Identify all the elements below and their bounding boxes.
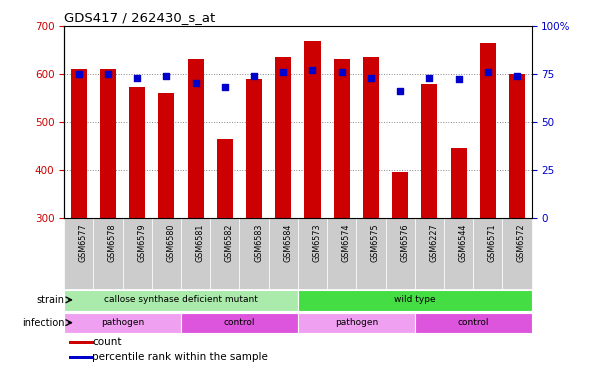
- FancyBboxPatch shape: [93, 218, 123, 289]
- FancyBboxPatch shape: [64, 313, 181, 333]
- Text: control: control: [458, 318, 489, 327]
- Text: GSM6580: GSM6580: [166, 224, 175, 262]
- Bar: [129, 87, 145, 218]
- Point: [512, 73, 522, 79]
- Bar: [363, 57, 379, 218]
- Bar: [304, 41, 321, 218]
- Point: [103, 71, 113, 76]
- Point: [337, 69, 346, 75]
- FancyBboxPatch shape: [269, 218, 298, 289]
- FancyBboxPatch shape: [69, 341, 94, 344]
- FancyBboxPatch shape: [415, 313, 532, 333]
- FancyBboxPatch shape: [444, 218, 473, 289]
- Point: [249, 73, 259, 79]
- Bar: [217, 139, 233, 218]
- Text: strain: strain: [37, 295, 65, 305]
- FancyBboxPatch shape: [356, 218, 386, 289]
- Point: [483, 69, 492, 75]
- Bar: [422, 84, 437, 218]
- Bar: [334, 59, 349, 218]
- Text: percentile rank within the sample: percentile rank within the sample: [92, 352, 268, 362]
- FancyBboxPatch shape: [240, 218, 269, 289]
- Bar: [450, 148, 467, 218]
- Bar: [71, 69, 87, 218]
- Bar: [158, 93, 174, 218]
- Point: [74, 71, 84, 76]
- Text: GSM6572: GSM6572: [517, 224, 526, 262]
- Point: [425, 75, 434, 81]
- Text: GSM6582: GSM6582: [225, 224, 234, 262]
- Bar: [275, 57, 291, 218]
- Point: [133, 75, 142, 81]
- Text: infection: infection: [22, 318, 65, 328]
- Text: GSM6571: GSM6571: [488, 224, 497, 262]
- Text: GSM6227: GSM6227: [430, 224, 438, 262]
- Text: GSM6576: GSM6576: [400, 224, 409, 262]
- Point: [307, 67, 317, 73]
- Text: wild type: wild type: [394, 295, 436, 305]
- Text: pathogen: pathogen: [101, 318, 144, 327]
- Bar: [480, 44, 496, 218]
- Point: [191, 81, 200, 86]
- Text: GSM6573: GSM6573: [312, 224, 321, 262]
- Text: GSM6577: GSM6577: [79, 224, 88, 262]
- FancyBboxPatch shape: [64, 290, 298, 311]
- Point: [161, 73, 171, 79]
- FancyBboxPatch shape: [181, 218, 210, 289]
- Text: GSM6584: GSM6584: [284, 224, 292, 262]
- Point: [220, 84, 230, 90]
- Bar: [100, 69, 116, 218]
- Text: GSM6579: GSM6579: [137, 224, 146, 262]
- FancyBboxPatch shape: [123, 218, 152, 289]
- FancyBboxPatch shape: [298, 313, 415, 333]
- Point: [453, 76, 463, 82]
- FancyBboxPatch shape: [298, 218, 327, 289]
- Point: [279, 69, 288, 75]
- FancyBboxPatch shape: [473, 218, 502, 289]
- Text: callose synthase deficient mutant: callose synthase deficient mutant: [104, 295, 258, 305]
- FancyBboxPatch shape: [181, 313, 298, 333]
- Text: GDS417 / 262430_s_at: GDS417 / 262430_s_at: [64, 11, 216, 25]
- Point: [395, 88, 405, 94]
- Text: GSM6574: GSM6574: [342, 224, 351, 262]
- Bar: [188, 59, 203, 218]
- Text: GSM6575: GSM6575: [371, 224, 380, 262]
- Text: control: control: [224, 318, 255, 327]
- FancyBboxPatch shape: [64, 218, 93, 289]
- Text: pathogen: pathogen: [335, 318, 378, 327]
- FancyBboxPatch shape: [210, 218, 240, 289]
- Bar: [246, 79, 262, 218]
- FancyBboxPatch shape: [69, 356, 94, 359]
- FancyBboxPatch shape: [415, 218, 444, 289]
- Point: [366, 75, 376, 81]
- FancyBboxPatch shape: [298, 290, 532, 311]
- Text: count: count: [92, 337, 122, 347]
- Bar: [392, 172, 408, 218]
- FancyBboxPatch shape: [152, 218, 181, 289]
- FancyBboxPatch shape: [327, 218, 356, 289]
- Text: GSM6544: GSM6544: [458, 224, 467, 262]
- FancyBboxPatch shape: [386, 218, 415, 289]
- Text: GSM6578: GSM6578: [108, 224, 117, 262]
- FancyBboxPatch shape: [502, 218, 532, 289]
- Text: GSM6581: GSM6581: [196, 224, 205, 262]
- Text: GSM6583: GSM6583: [254, 224, 263, 262]
- Bar: [509, 74, 525, 218]
